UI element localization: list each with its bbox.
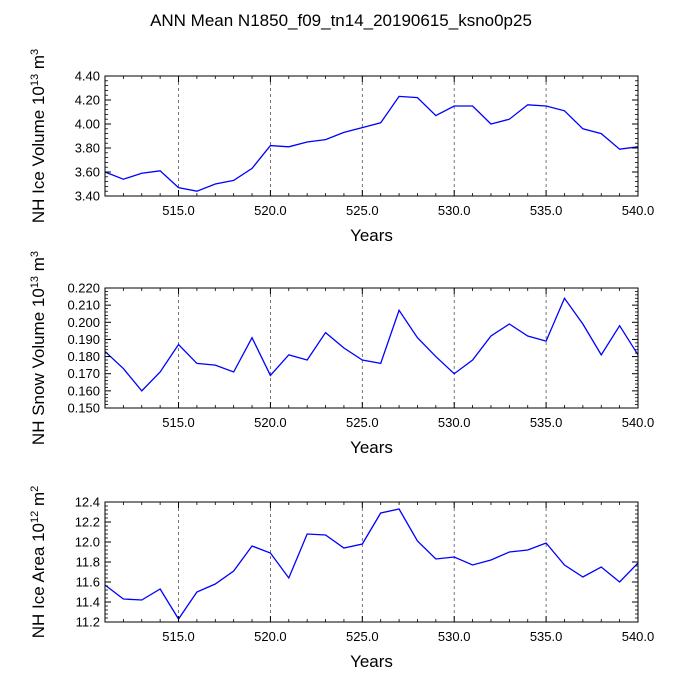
y-axis-label-exponent: 2 bbox=[29, 486, 41, 492]
panel-1: 3.40 3.60 3.80 4.00 4.20 4.40 515.0 520.0 525.0 5… bbox=[29, 49, 654, 245]
plot-frame bbox=[104, 75, 639, 197]
y-tick-label: 0.200 bbox=[67, 315, 100, 330]
x-tick-label: 520.0 bbox=[254, 203, 287, 218]
y-axis-label-exponent: 12 bbox=[29, 511, 41, 523]
y-tick-label: 3.60 bbox=[75, 165, 100, 180]
y-tick-label: 0.170 bbox=[67, 366, 100, 381]
y-axis-label: NH Ice Area 1012 m2 bbox=[29, 486, 48, 639]
y-tick-label: 4.20 bbox=[75, 93, 100, 108]
y-axis-label-part: NH Ice Volume 10 bbox=[29, 86, 48, 223]
x-tick-label: 515.0 bbox=[162, 203, 195, 218]
x-tick-label: 515.0 bbox=[162, 415, 195, 430]
y-tick-label: 0.160 bbox=[67, 383, 100, 398]
y-axis-label-exponent: 13 bbox=[29, 74, 41, 86]
y-tick-label: 4.00 bbox=[75, 117, 100, 132]
y-axis-label-part: m bbox=[29, 257, 48, 276]
y-tick-label: 0.210 bbox=[67, 298, 100, 313]
y-tick-label: 11.8 bbox=[76, 555, 100, 570]
figure-title: ANN Mean N1850_f09_tn14_20190615_ksno0p2… bbox=[150, 11, 532, 30]
y-tick-label: 11.6 bbox=[76, 575, 100, 590]
y-tick-label: 3.40 bbox=[75, 189, 100, 204]
series-line bbox=[104, 296, 639, 392]
x-tick-label: 535.0 bbox=[530, 203, 563, 218]
x-tick-label: 525.0 bbox=[346, 629, 379, 644]
y-axis-label: NH Snow Volume 1013 m3 bbox=[29, 251, 48, 445]
x-tick-label: 530.0 bbox=[438, 203, 471, 218]
y-axis-label-part: NH Ice Area 10 bbox=[29, 523, 48, 638]
y-axis-label-exponent: 3 bbox=[29, 49, 41, 55]
y-tick-label: 12.2 bbox=[75, 515, 100, 530]
y-axis-label-part: m bbox=[29, 55, 48, 74]
y-tick-label: 11.4 bbox=[76, 595, 100, 610]
x-tick-label: 540.0 bbox=[622, 203, 655, 218]
y-axis-label-part: m bbox=[29, 492, 48, 511]
series-line bbox=[104, 508, 639, 621]
x-tick-label: 520.0 bbox=[254, 415, 287, 430]
x-axis-label: Years bbox=[350, 226, 393, 245]
series-line bbox=[104, 95, 639, 192]
y-tick-label: 0.180 bbox=[67, 349, 100, 364]
y-tick-label: 11.2 bbox=[76, 615, 100, 630]
y-axis-label-part: NH Snow Volume 10 bbox=[29, 288, 48, 445]
x-tick-label: 540.0 bbox=[622, 415, 655, 430]
x-axis-label: Years bbox=[350, 438, 393, 457]
x-axis-label: Years bbox=[350, 652, 393, 671]
panel-2: 0.150 0.160 0.170 0.180 0.190 0.200 0.210 0.220… bbox=[29, 251, 654, 457]
x-tick-label: 520.0 bbox=[254, 629, 287, 644]
y-axis-label-exponent: 3 bbox=[29, 251, 41, 257]
y-tick-label: 0.220 bbox=[67, 281, 100, 296]
y-tick-label: 3.80 bbox=[75, 141, 100, 156]
plot-frame bbox=[104, 501, 639, 623]
x-tick-label: 535.0 bbox=[530, 415, 563, 430]
x-tick-label: 525.0 bbox=[346, 415, 379, 430]
x-tick-label: 535.0 bbox=[530, 629, 563, 644]
y-axis-label-exponent: 13 bbox=[29, 276, 41, 288]
x-tick-label: 540.0 bbox=[622, 629, 655, 644]
x-tick-label: 530.0 bbox=[438, 629, 471, 644]
y-tick-label: 0.150 bbox=[67, 401, 100, 416]
y-tick-label: 12.0 bbox=[75, 535, 100, 550]
plot-frame bbox=[104, 287, 639, 409]
y-tick-label: 12.4 bbox=[75, 495, 100, 510]
x-tick-label: 525.0 bbox=[346, 203, 379, 218]
y-tick-label: 4.40 bbox=[75, 69, 100, 84]
x-tick-label: 515.0 bbox=[162, 629, 195, 644]
x-tick-label: 530.0 bbox=[438, 415, 471, 430]
y-axis-label: NH Ice Volume 1013 m3 bbox=[29, 49, 48, 223]
y-tick-label: 0.190 bbox=[67, 332, 100, 347]
panel-3: 11.2 11.4 11.6 11.8 12.0 12.2 12.4 515.0 520.0 52… bbox=[29, 486, 654, 671]
